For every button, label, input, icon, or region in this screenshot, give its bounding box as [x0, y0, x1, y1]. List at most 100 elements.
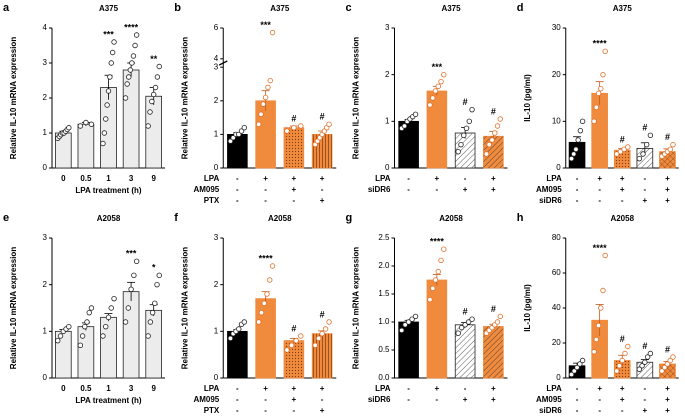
condition-sign: + [491, 384, 496, 393]
data-point [260, 101, 267, 107]
y-tick-label: 60 [552, 268, 561, 277]
y-tick-label: 10 [552, 116, 561, 125]
bar [122, 291, 140, 379]
condition-sign: - [644, 384, 647, 393]
data-point [497, 116, 503, 122]
condition-sign: - [407, 185, 410, 194]
data-point [122, 319, 129, 325]
data-point [600, 71, 606, 78]
condition-sign: + [665, 196, 670, 205]
significance: ** [150, 54, 158, 64]
condition-sign: - [576, 384, 579, 393]
panel-label: f [174, 212, 178, 224]
data-point [149, 309, 156, 316]
y-tick-label: 0 [556, 163, 561, 172]
data-point [579, 357, 586, 364]
data-point [241, 319, 247, 325]
condition-sign: - [407, 384, 410, 393]
significance: # [665, 132, 670, 142]
data-point [103, 116, 109, 122]
condition-sign: + [643, 406, 648, 415]
data-point [269, 29, 276, 36]
data-point [670, 141, 676, 148]
y-tick-label: 3 [214, 62, 219, 71]
bar-pattern [455, 133, 476, 168]
data-point [455, 330, 461, 336]
data-point [602, 252, 608, 259]
y-tick-label: 1.5 [378, 289, 390, 298]
condition-sign: - [321, 395, 324, 404]
data-point [108, 305, 114, 311]
condition-sign: - [264, 395, 267, 404]
panel-label: b [174, 2, 181, 14]
data-point [105, 314, 112, 321]
data-point [256, 319, 262, 325]
data-point [432, 88, 439, 94]
significance: **** [430, 237, 445, 247]
condition-sign: - [576, 395, 579, 404]
y-tick-label: 0.5 [378, 345, 390, 354]
bar [77, 326, 95, 379]
condition-sign: - [407, 174, 410, 183]
data-point [644, 354, 651, 360]
data-point [79, 333, 86, 339]
condition-name: LPA [204, 384, 220, 393]
significance: # [642, 123, 647, 133]
bar-pattern [283, 127, 304, 168]
data-point [458, 324, 465, 331]
condition-sign: - [264, 196, 267, 205]
data-point [591, 118, 597, 125]
data-point [88, 305, 95, 311]
condition-sign: - [407, 395, 410, 404]
y-tick-label: 1 [214, 130, 219, 139]
data-point [291, 124, 297, 131]
data-point [100, 140, 106, 147]
y-tick-label: 0 [385, 163, 390, 172]
data-point [145, 123, 151, 129]
y-tick-label: 2.0 [378, 261, 390, 270]
data-point [625, 144, 631, 150]
data-point [438, 78, 444, 85]
data-point [427, 102, 433, 108]
data-point [465, 319, 472, 325]
y-tick-label: 80 [552, 233, 561, 242]
bar [426, 279, 448, 379]
data-point [77, 342, 84, 349]
data-point [602, 48, 608, 55]
y-tick-label: 40 [552, 303, 561, 312]
data-point [319, 330, 325, 337]
condition-name: siDR6 [539, 196, 562, 205]
y-axis-label: IL-10 (pg/ml) [523, 284, 532, 332]
bar [100, 316, 117, 379]
data-point [262, 94, 269, 101]
condition-sign: - [236, 395, 239, 404]
significance: *** [103, 29, 114, 39]
panel-label: h [517, 212, 524, 224]
data-point [617, 148, 624, 155]
data-point [227, 335, 234, 342]
data-point [265, 84, 271, 91]
data-point [405, 319, 412, 325]
data-point [156, 63, 162, 70]
x-tick-label: 1 [106, 384, 111, 393]
axis-break [219, 60, 228, 66]
data-point [577, 361, 583, 367]
condition-sign: - [576, 406, 579, 415]
data-point [103, 323, 109, 330]
condition-sign: - [464, 174, 467, 183]
data-point [293, 337, 299, 344]
data-point [636, 366, 643, 372]
y-tick-label: 0 [43, 373, 48, 382]
data-point [105, 88, 112, 94]
data-point [125, 305, 132, 311]
data-point [621, 146, 627, 153]
data-point [126, 74, 132, 80]
condition-sign: - [598, 406, 601, 415]
data-point [647, 132, 654, 139]
x-tick-label: 0.5 [80, 174, 92, 183]
data-point [430, 95, 436, 101]
data-point [670, 354, 676, 360]
y-tick-label: 1 [385, 116, 390, 125]
significance: # [491, 304, 496, 314]
condition-sign: - [236, 185, 239, 194]
